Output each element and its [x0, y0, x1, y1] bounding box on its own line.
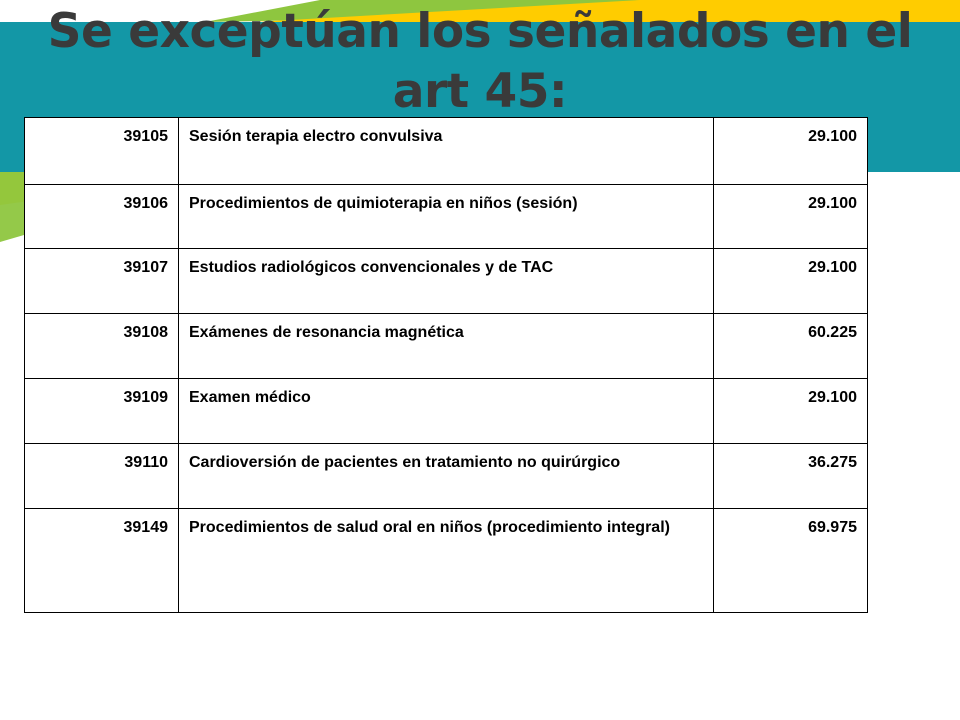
value-cell: 60.225	[713, 313, 868, 379]
code-cell: 39105	[24, 117, 179, 185]
description-text: Cardioversión de pacientes en tratamient…	[189, 454, 621, 471]
table-row: 39110 Cardioversión de pacientes en trat…	[24, 443, 868, 509]
slide-title: Se exceptúan los señalados en el art 45:	[47, 4, 913, 119]
description-cell: Estudios radiológicos convencionales y d…	[178, 248, 714, 314]
description-cell: Exámenes de resonancia magnética	[178, 313, 714, 379]
code-cell: 39107	[24, 248, 179, 314]
description-cell: Procedimientos de quimioterapia en niños…	[178, 184, 714, 249]
code-cell: 39109	[24, 378, 179, 444]
table-row: 39106 Procedimientos de quimioterapia en…	[24, 184, 868, 249]
description-cell: Procedimientos de salud oral en niños (p…	[178, 508, 714, 613]
value-cell: 29.100	[713, 248, 868, 314]
description-text: Estudios radiológicos convencionales y d…	[189, 259, 554, 276]
table-row: 39149 Procedimientos de salud oral en ni…	[24, 508, 868, 613]
description-text: Procedimientos de salud oral en niños (p…	[189, 519, 670, 536]
description-text: Procedimientos de quimioterapia en niños…	[189, 195, 578, 212]
value-cell: 29.100	[713, 378, 868, 444]
table-row: 39108 Exámenes de resonancia magnética 6…	[24, 313, 868, 379]
description-cell: Sesión terapia electro convulsiva	[178, 117, 714, 185]
table-row: 39109 Examen médico 29.100	[24, 378, 868, 444]
description-text: Sesión terapia electro convulsiva	[189, 128, 443, 145]
code-cell: 39110	[24, 443, 179, 509]
codes-table: 39105 Sesión terapia electro convulsiva …	[24, 117, 868, 613]
value-cell: 36.275	[713, 443, 868, 509]
description-text: Exámenes de resonancia magnética	[189, 324, 464, 341]
value-cell: 29.100	[713, 184, 868, 249]
description-cell: Cardioversión de pacientes en tratamient…	[178, 443, 714, 509]
description-cell: Examen médico	[178, 378, 714, 444]
value-cell: 29.100	[713, 117, 868, 185]
table-row: 39107 Estudios radiológicos convencional…	[24, 248, 868, 314]
table-row: 39105 Sesión terapia electro convulsiva …	[24, 117, 868, 185]
code-cell: 39149	[24, 508, 179, 613]
description-text: Examen médico	[189, 389, 311, 406]
code-cell: 39108	[24, 313, 179, 379]
yellow-stripe-top	[255, 0, 960, 22]
code-cell: 39106	[24, 184, 179, 249]
value-cell: 69.975	[713, 508, 868, 613]
